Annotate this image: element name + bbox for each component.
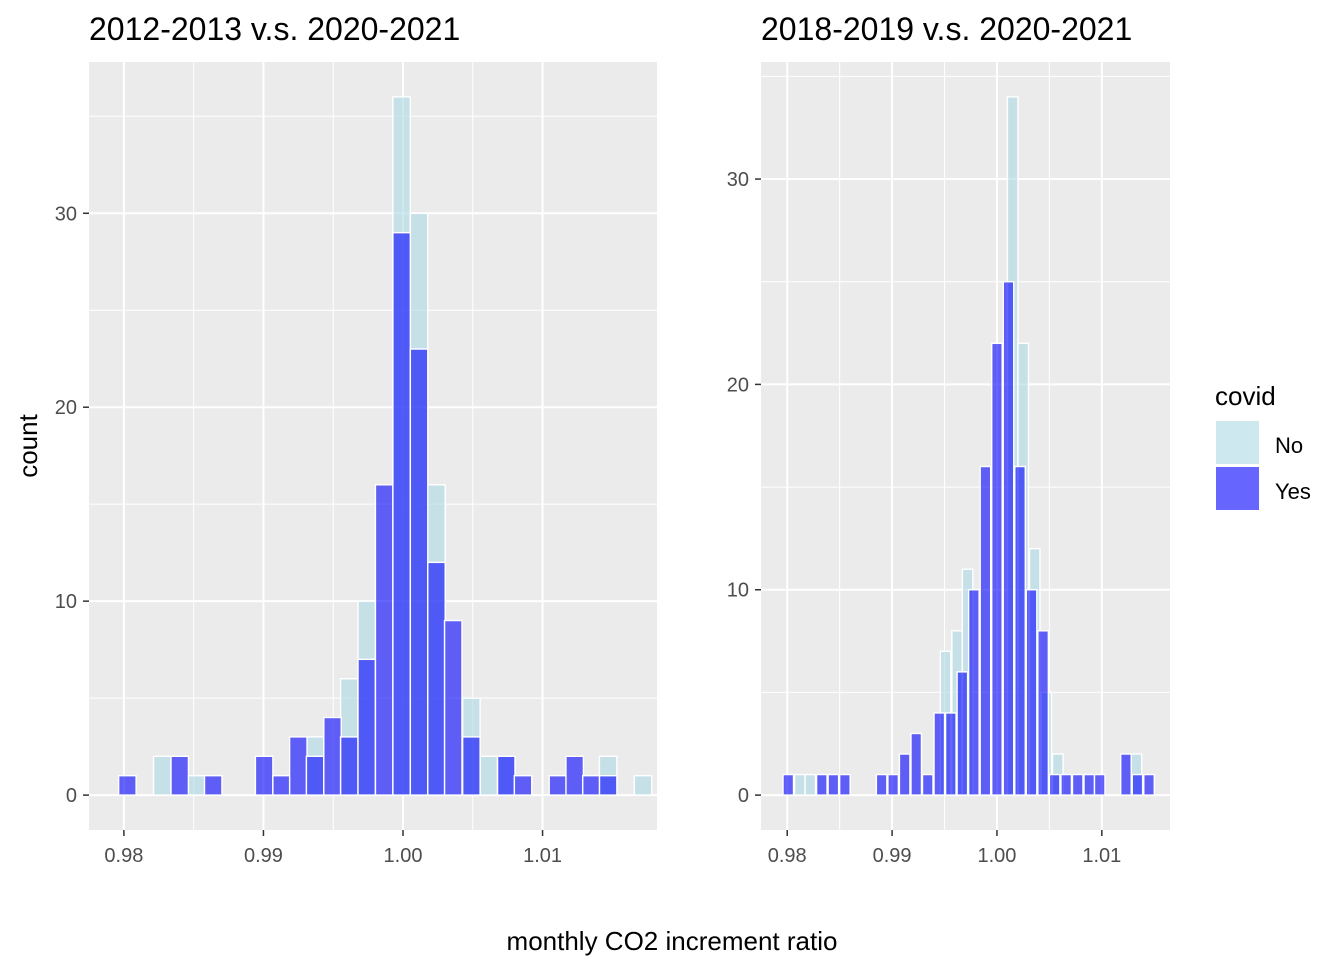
bar-yes [288, 736, 308, 796]
x-tick-label: 1.00 [384, 845, 423, 867]
bar-yes [1060, 773, 1073, 796]
bar-no [187, 774, 206, 796]
x-tick-label: 0.98 [768, 845, 807, 867]
legend-title: covid [1215, 381, 1276, 411]
bar-yes [548, 774, 568, 796]
bar-yes [357, 658, 377, 796]
bar-yes [1002, 281, 1015, 796]
y-tick-label: 10 [55, 591, 77, 613]
y-tick-label: 0 [66, 785, 77, 807]
bar-yes [409, 348, 429, 796]
y-tick-label: 30 [55, 203, 77, 225]
panel-2: 2018-2019 v.s. 2020-2021 0 10 20 30 0.98 0.99… [727, 11, 1170, 867]
bar-yes [1083, 773, 1096, 796]
bar-yes [1071, 773, 1084, 796]
bar-yes [461, 736, 481, 796]
panel-2-title: 2018-2019 v.s. 2020-2021 [761, 11, 1132, 47]
bar-yes [565, 755, 585, 796]
bar-yes [827, 773, 840, 796]
bar-no [479, 755, 499, 796]
bar-yes [1093, 773, 1106, 796]
bar-yes [991, 342, 1003, 796]
bar-yes [254, 755, 274, 796]
x-tick-label: 0.99 [244, 845, 283, 867]
y-tick-label: 20 [55, 397, 77, 419]
bar-yes [1048, 773, 1061, 796]
bar-yes [1143, 773, 1155, 796]
bar-yes [956, 671, 969, 796]
bar-yes [887, 773, 900, 796]
bar-yes [1037, 630, 1050, 796]
bar-yes [1025, 589, 1038, 796]
bar-yes [1120, 753, 1132, 796]
bar-yes [782, 773, 795, 796]
bar-yes [170, 755, 190, 796]
bar-no [152, 755, 172, 796]
bar-yes [944, 712, 957, 796]
bar-yes [339, 736, 359, 796]
x-tick-label: 0.98 [104, 845, 143, 867]
bar-yes [323, 716, 342, 796]
y-tick-label: 10 [727, 580, 749, 602]
x-tick-label: 0.99 [873, 845, 912, 867]
bar-yes [979, 465, 992, 796]
bar-yes [838, 773, 851, 796]
bar-yes [910, 732, 923, 796]
legend-label-no: No [1275, 433, 1303, 458]
panel-1: 2012-2013 v.s. 2020-2021 0 10 20 30 0.98 0.99… [55, 11, 657, 867]
bar-yes [875, 773, 888, 796]
x-tick-label: 1.00 [977, 845, 1016, 867]
bar-yes [1131, 773, 1144, 796]
bar-yes [427, 561, 446, 796]
bar-yes [305, 755, 325, 796]
bar-yes [1014, 465, 1026, 796]
bar-yes [392, 231, 412, 796]
bar-yes [598, 774, 618, 796]
x-tick-label: 1.01 [523, 845, 562, 867]
legend: covid No Yes [1215, 381, 1311, 510]
bar-yes [443, 619, 463, 796]
bar-yes [496, 755, 516, 796]
bar-no [633, 774, 653, 796]
bar-yes [815, 773, 828, 796]
bar-yes [203, 774, 223, 796]
bar-yes [967, 589, 980, 796]
bar-yes [921, 773, 934, 796]
legend-key-yes [1216, 467, 1259, 510]
x-tick-label: 1.01 [1082, 845, 1121, 867]
y-tick-label: 30 [727, 169, 749, 191]
bar-yes [374, 484, 394, 796]
panel-1-title: 2012-2013 v.s. 2020-2021 [89, 11, 460, 47]
bar-no [804, 773, 817, 796]
bar-no [793, 773, 806, 796]
x-axis-title: monthly CO2 increment ratio [507, 926, 838, 956]
y-axis-title: count [13, 413, 43, 477]
y-tick-label: 20 [727, 374, 749, 396]
bar-yes [933, 712, 946, 796]
bar-yes [898, 753, 911, 796]
bar-yes [272, 774, 292, 796]
y-tick-label: 0 [738, 785, 749, 807]
bar-yes [513, 774, 533, 796]
bar-yes [581, 774, 601, 796]
legend-label-yes: Yes [1275, 479, 1311, 504]
legend-key-no [1216, 421, 1259, 464]
bar-yes [117, 774, 137, 796]
